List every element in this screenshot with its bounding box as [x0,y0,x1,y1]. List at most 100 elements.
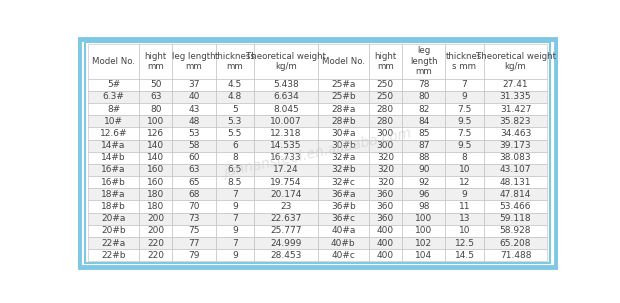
Bar [216,91,254,103]
Text: 14.535: 14.535 [270,141,301,150]
Text: 87: 87 [418,141,430,150]
Text: Model No.: Model No. [322,57,365,66]
Text: 360: 360 [377,190,394,199]
Text: 58: 58 [188,141,200,150]
Bar [88,249,139,261]
Bar [88,139,139,152]
Bar [172,115,216,127]
Text: 34.463: 34.463 [500,129,531,138]
Bar [139,237,172,249]
Bar [139,249,172,261]
Bar [139,127,172,139]
Bar [216,225,254,237]
Text: 30#b: 30#b [331,141,356,150]
Text: 5.5: 5.5 [228,129,242,138]
Bar [484,200,547,213]
Text: 30#a: 30#a [331,129,355,138]
Bar [216,237,254,249]
Text: 16.733: 16.733 [270,153,302,162]
Bar [484,225,547,237]
Bar [317,115,369,127]
Text: 53: 53 [188,129,200,138]
Text: 9: 9 [232,202,237,211]
Bar [139,152,172,164]
Bar [369,249,402,261]
Bar [172,164,216,176]
Text: 59.118: 59.118 [500,214,531,223]
Text: hight
mm: hight mm [374,52,397,71]
Bar [88,91,139,103]
Text: 6: 6 [232,141,237,150]
Text: 8: 8 [232,153,237,162]
Bar [139,176,172,188]
Text: Theoretical weight
kg/m: Theoretical weight kg/m [476,52,556,71]
Text: 6.634: 6.634 [273,92,299,102]
Text: 18#a: 18#a [101,190,126,199]
Text: 40#b: 40#b [331,238,356,248]
Bar [139,213,172,225]
Text: 5#: 5# [107,80,120,89]
Text: 80: 80 [150,105,161,114]
Text: 102: 102 [415,238,432,248]
Text: 12.318: 12.318 [270,129,301,138]
Bar [139,78,172,91]
Bar [216,115,254,127]
Text: 250: 250 [377,80,394,89]
Text: 9: 9 [232,251,237,260]
Text: 9: 9 [232,226,237,235]
Text: 50: 50 [150,80,161,89]
Text: 79: 79 [188,251,200,260]
Bar [139,164,172,176]
Text: 40#c: 40#c [331,251,355,260]
Bar [402,78,445,91]
Text: 10: 10 [459,165,470,175]
Text: 36#c: 36#c [331,214,355,223]
Bar [88,103,139,115]
Bar [172,188,216,200]
Text: 14.5: 14.5 [454,251,474,260]
Bar [254,127,317,139]
Bar [172,44,216,78]
Bar [369,225,402,237]
Text: 400: 400 [377,226,394,235]
Bar [88,213,139,225]
Bar [445,164,484,176]
Text: 280: 280 [377,105,394,114]
Text: 7: 7 [232,214,237,223]
Bar [402,237,445,249]
Text: 300: 300 [377,129,394,138]
Bar [172,91,216,103]
Bar [139,200,172,213]
Bar [216,200,254,213]
Text: 12.5: 12.5 [454,238,474,248]
Text: thicknes
s mm: thicknes s mm [446,52,483,71]
Bar [402,249,445,261]
Text: 88: 88 [418,153,430,162]
Bar [445,249,484,261]
Bar [254,249,317,261]
Bar [216,176,254,188]
Bar [254,237,317,249]
Text: 180: 180 [147,190,164,199]
Text: 80: 80 [418,92,430,102]
Text: 18#b: 18#b [101,202,126,211]
Text: 22#a: 22#a [102,238,126,248]
Text: 140: 140 [147,141,164,150]
Bar [445,152,484,164]
Text: 100: 100 [415,214,432,223]
Text: 100: 100 [415,226,432,235]
Text: 84: 84 [418,117,429,126]
Text: 4.8: 4.8 [228,92,242,102]
Bar [139,139,172,152]
Text: 31.427: 31.427 [500,105,531,114]
Text: 12.6#: 12.6# [100,129,127,138]
Bar [254,91,317,103]
Bar [402,103,445,115]
Bar [484,139,547,152]
Bar [88,237,139,249]
Bar [484,44,547,78]
Text: 98: 98 [418,202,430,211]
Text: 71.488: 71.488 [500,251,531,260]
Text: 40: 40 [188,92,200,102]
Text: 8: 8 [462,153,467,162]
